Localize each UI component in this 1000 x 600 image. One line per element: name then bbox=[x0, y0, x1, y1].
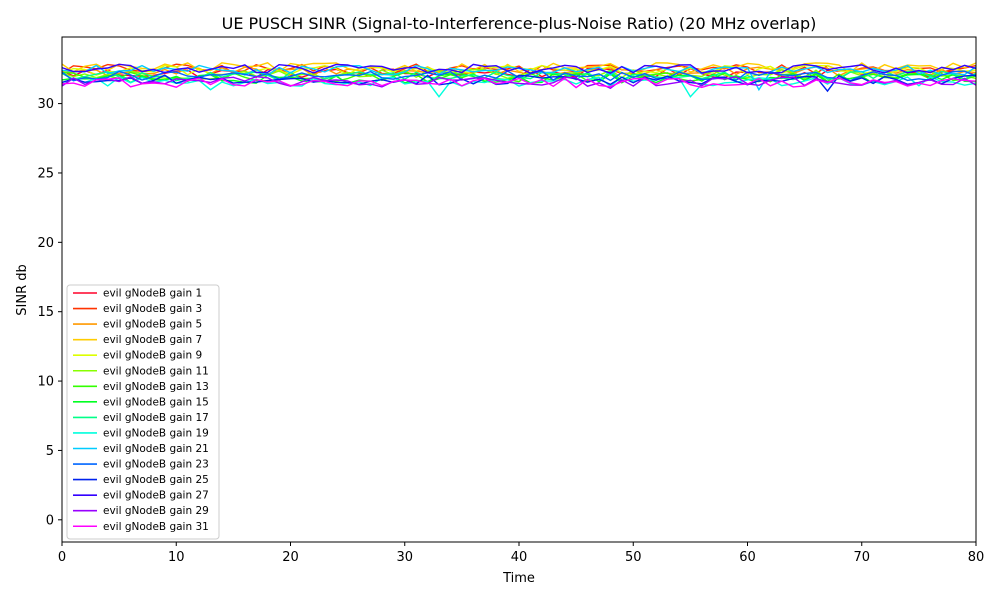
y-tick-label: 25 bbox=[37, 166, 54, 181]
legend-label: evil gNodeB gain 1 bbox=[103, 288, 202, 300]
legend-label: evil gNodeB gain 13 bbox=[103, 381, 209, 393]
y-tick-label: 15 bbox=[37, 305, 54, 320]
y-tick-label: 0 bbox=[46, 513, 54, 528]
y-tick-label: 10 bbox=[37, 375, 54, 390]
legend-label: evil gNodeB gain 9 bbox=[103, 350, 202, 362]
legend-label: evil gNodeB gain 11 bbox=[103, 365, 209, 377]
series-lines bbox=[61, 62, 977, 98]
series-line bbox=[61, 66, 977, 77]
series-line bbox=[61, 70, 977, 82]
x-tick-label: 10 bbox=[168, 550, 185, 565]
legend-label: evil gNodeB gain 23 bbox=[103, 459, 209, 471]
legend-label: evil gNodeB gain 5 bbox=[103, 319, 202, 331]
legend-label: evil gNodeB gain 31 bbox=[103, 521, 209, 533]
x-axis-label: Time bbox=[502, 571, 535, 586]
series-line bbox=[61, 75, 977, 90]
y-axis-label: SINR db bbox=[15, 264, 30, 315]
legend-label: evil gNodeB gain 15 bbox=[103, 396, 209, 408]
legend-label: evil gNodeB gain 7 bbox=[103, 334, 202, 346]
x-tick-label: 40 bbox=[511, 550, 528, 565]
x-tick-label: 60 bbox=[739, 550, 756, 565]
legend-box bbox=[66, 284, 220, 540]
legend-label: evil gNodeB gain 17 bbox=[103, 412, 209, 424]
x-tick-label: 0 bbox=[58, 550, 66, 565]
y-tick-label: 30 bbox=[37, 97, 54, 112]
series-line bbox=[61, 63, 977, 75]
series-line bbox=[61, 74, 977, 93]
y-axis-ticks: 0 5 10 15 20 25 30 bbox=[37, 97, 62, 528]
legend-label: evil gNodeB gain 3 bbox=[103, 303, 202, 315]
legend-label: evil gNodeB gain 29 bbox=[103, 505, 209, 517]
x-tick-label: 50 bbox=[625, 550, 642, 565]
x-tick-label: 20 bbox=[282, 550, 299, 565]
chart-title: UE PUSCH SINR (Signal-to-Interference-pl… bbox=[222, 14, 817, 33]
legend-label: evil gNodeB gain 27 bbox=[103, 490, 209, 502]
x-tick-label: 70 bbox=[853, 550, 870, 565]
legend-label: evil gNodeB gain 25 bbox=[103, 474, 209, 486]
y-tick-label: 5 bbox=[46, 444, 54, 459]
x-tick-label: 80 bbox=[968, 550, 985, 565]
x-axis-ticks: 0 10 20 30 40 50 60 70 80 bbox=[58, 542, 984, 565]
series-line bbox=[61, 76, 977, 98]
y-tick-label: 20 bbox=[37, 236, 54, 251]
legend: evil gNodeB gain 1 evil gNodeB gain 3 evil… bbox=[66, 284, 220, 540]
x-tick-label: 30 bbox=[396, 550, 413, 565]
series-line bbox=[61, 77, 977, 89]
legend-label: evil gNodeB gain 21 bbox=[103, 443, 209, 455]
legend-label: evil gNodeB gain 19 bbox=[103, 427, 209, 439]
